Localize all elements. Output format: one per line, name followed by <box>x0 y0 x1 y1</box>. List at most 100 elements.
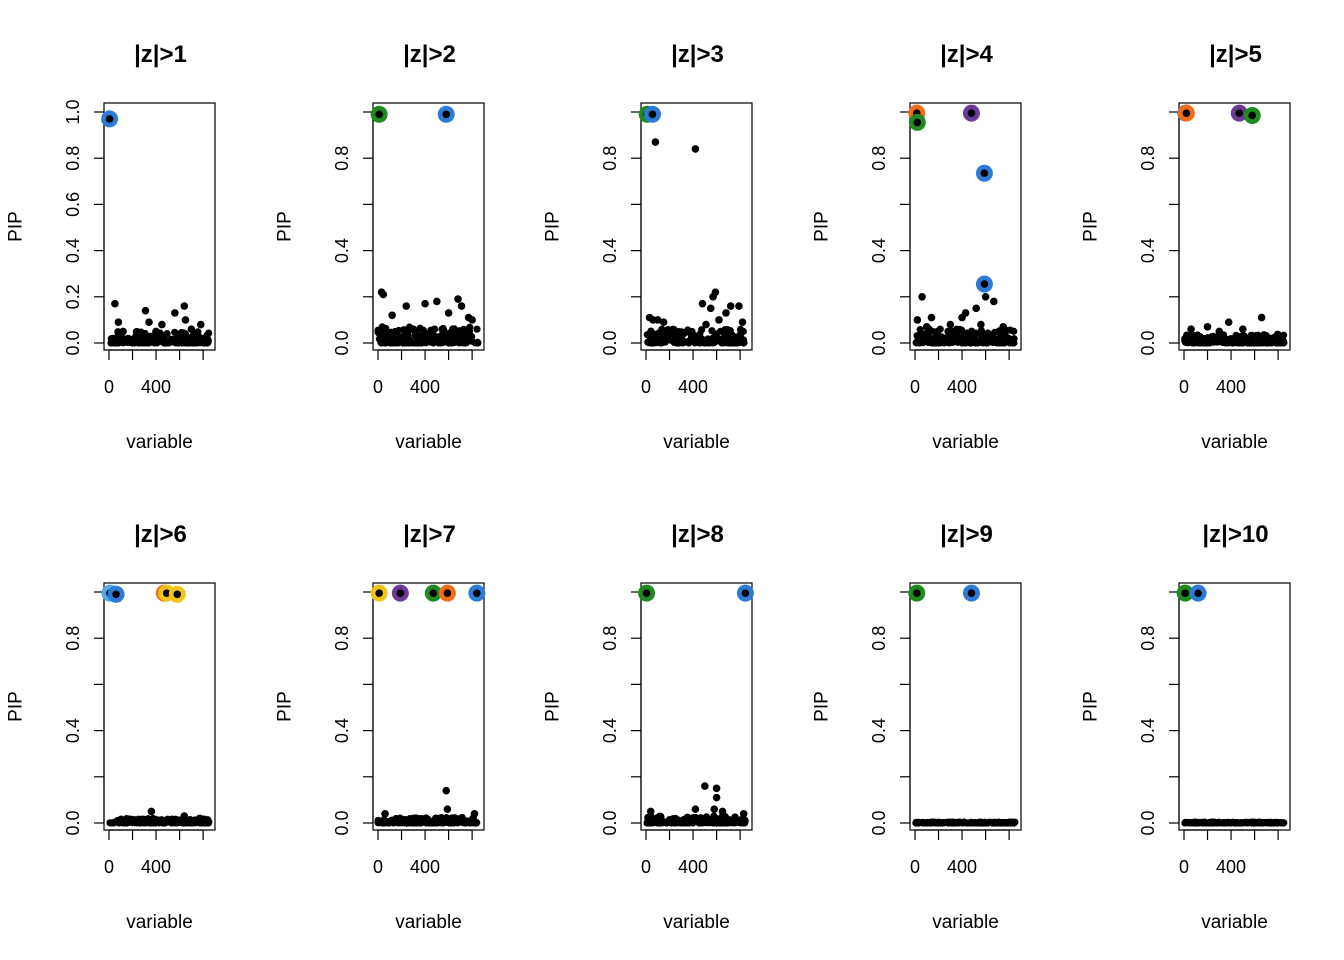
data-point <box>152 338 160 347</box>
data-point <box>728 331 736 339</box>
data-point <box>953 325 961 333</box>
data-point <box>1245 818 1253 827</box>
data-point <box>721 819 729 827</box>
plot-frame <box>372 582 485 831</box>
data-point <box>709 293 717 301</box>
data-point <box>668 336 677 344</box>
data-point <box>691 145 700 153</box>
data-point <box>715 316 723 324</box>
data-point <box>661 338 669 346</box>
data-point <box>653 316 662 324</box>
data-point <box>1006 326 1014 334</box>
data-point <box>409 814 418 823</box>
data-point <box>473 325 481 333</box>
data-point <box>997 819 1005 827</box>
data-point <box>975 819 984 827</box>
x-axis-label: variable <box>1201 432 1268 453</box>
data-point <box>967 589 976 597</box>
data-point <box>173 590 182 599</box>
x-axis-label: variable <box>395 912 462 933</box>
x-axis-label: variable <box>126 912 193 933</box>
data-point <box>388 311 396 320</box>
data-point <box>457 302 466 310</box>
panel-title: |z|>6 <box>134 521 187 548</box>
data-point <box>141 306 150 315</box>
x-tick-label: 400 <box>1216 377 1246 397</box>
data-point <box>443 805 452 813</box>
data-point <box>435 337 443 345</box>
data-point <box>419 818 428 826</box>
data-point <box>722 309 730 317</box>
panel-9: |z|>9 0.0 0.4 0.8 0 400 variable PIP <box>812 521 1022 933</box>
data-point <box>161 819 169 827</box>
data-point <box>712 784 721 793</box>
x-tick-label: 0 <box>104 857 114 877</box>
data-point <box>691 805 700 813</box>
y-tick-label: 0.8 <box>869 146 889 171</box>
x-axis-label: variable <box>932 432 999 453</box>
y-tick-label: 0.0 <box>63 810 83 835</box>
x-tick-label: 400 <box>947 857 977 877</box>
data-point <box>134 339 142 347</box>
x-tick-label: 400 <box>678 377 708 397</box>
x-axis-label: variable <box>663 912 730 933</box>
data-point <box>946 320 955 329</box>
data-point <box>999 323 1008 331</box>
data-point <box>982 339 991 347</box>
x-tick-label: 0 <box>641 857 651 877</box>
data-point <box>920 337 928 345</box>
data-point <box>1181 337 1189 345</box>
data-point <box>429 589 438 597</box>
data-point <box>400 326 408 334</box>
data-point <box>933 327 941 335</box>
data-point <box>1203 323 1212 331</box>
y-tick-label: 0.4 <box>332 238 352 263</box>
data-point <box>162 589 171 597</box>
data-point <box>472 339 480 347</box>
x-tick-label: 400 <box>1216 857 1246 877</box>
y-tick-label: 0.0 <box>600 810 620 835</box>
panel-4: |z|>4 0.0 0.4 0.8 0 400 variable PIP <box>812 41 1022 453</box>
panel-2: |z|>2 0.0 0.4 0.8 0 400 variable PIP <box>275 41 485 453</box>
data-point <box>980 169 989 178</box>
data-point <box>1215 327 1224 336</box>
data-point <box>935 819 943 827</box>
data-point <box>986 818 994 826</box>
data-point <box>729 338 737 347</box>
y-tick-label: 0.8 <box>332 626 352 651</box>
y-tick-label: 0.4 <box>1138 238 1158 263</box>
y-axis-label: PIP <box>812 691 833 722</box>
data-point <box>739 327 747 336</box>
data-point <box>1205 819 1213 827</box>
data-point <box>1005 819 1013 827</box>
data-point <box>379 290 388 299</box>
y-axis-label: PIP <box>543 691 564 722</box>
plot-frame <box>103 102 216 351</box>
data-point <box>180 812 189 820</box>
y-tick-label: 0.4 <box>600 238 620 263</box>
data-point <box>140 815 148 823</box>
data-point <box>470 809 479 818</box>
data-point <box>944 819 952 827</box>
data-point <box>918 293 926 301</box>
data-point <box>168 819 176 827</box>
data-point <box>455 339 463 347</box>
x-tick-label: 400 <box>141 857 171 877</box>
data-point <box>646 807 655 816</box>
data-point <box>110 818 118 827</box>
data-point <box>980 280 989 288</box>
data-point <box>159 332 167 340</box>
data-point <box>153 816 161 824</box>
x-axis-label: variable <box>126 432 193 453</box>
data-point <box>678 339 686 347</box>
data-point <box>184 339 192 347</box>
data-point <box>667 819 675 827</box>
x-tick-label: 0 <box>104 377 114 397</box>
data-point <box>443 589 452 597</box>
data-point <box>656 819 664 827</box>
data-point <box>1259 819 1267 827</box>
data-point <box>948 338 957 347</box>
data-point <box>689 331 698 339</box>
data-point <box>712 793 721 802</box>
y-tick-label: 0.0 <box>1138 810 1158 835</box>
